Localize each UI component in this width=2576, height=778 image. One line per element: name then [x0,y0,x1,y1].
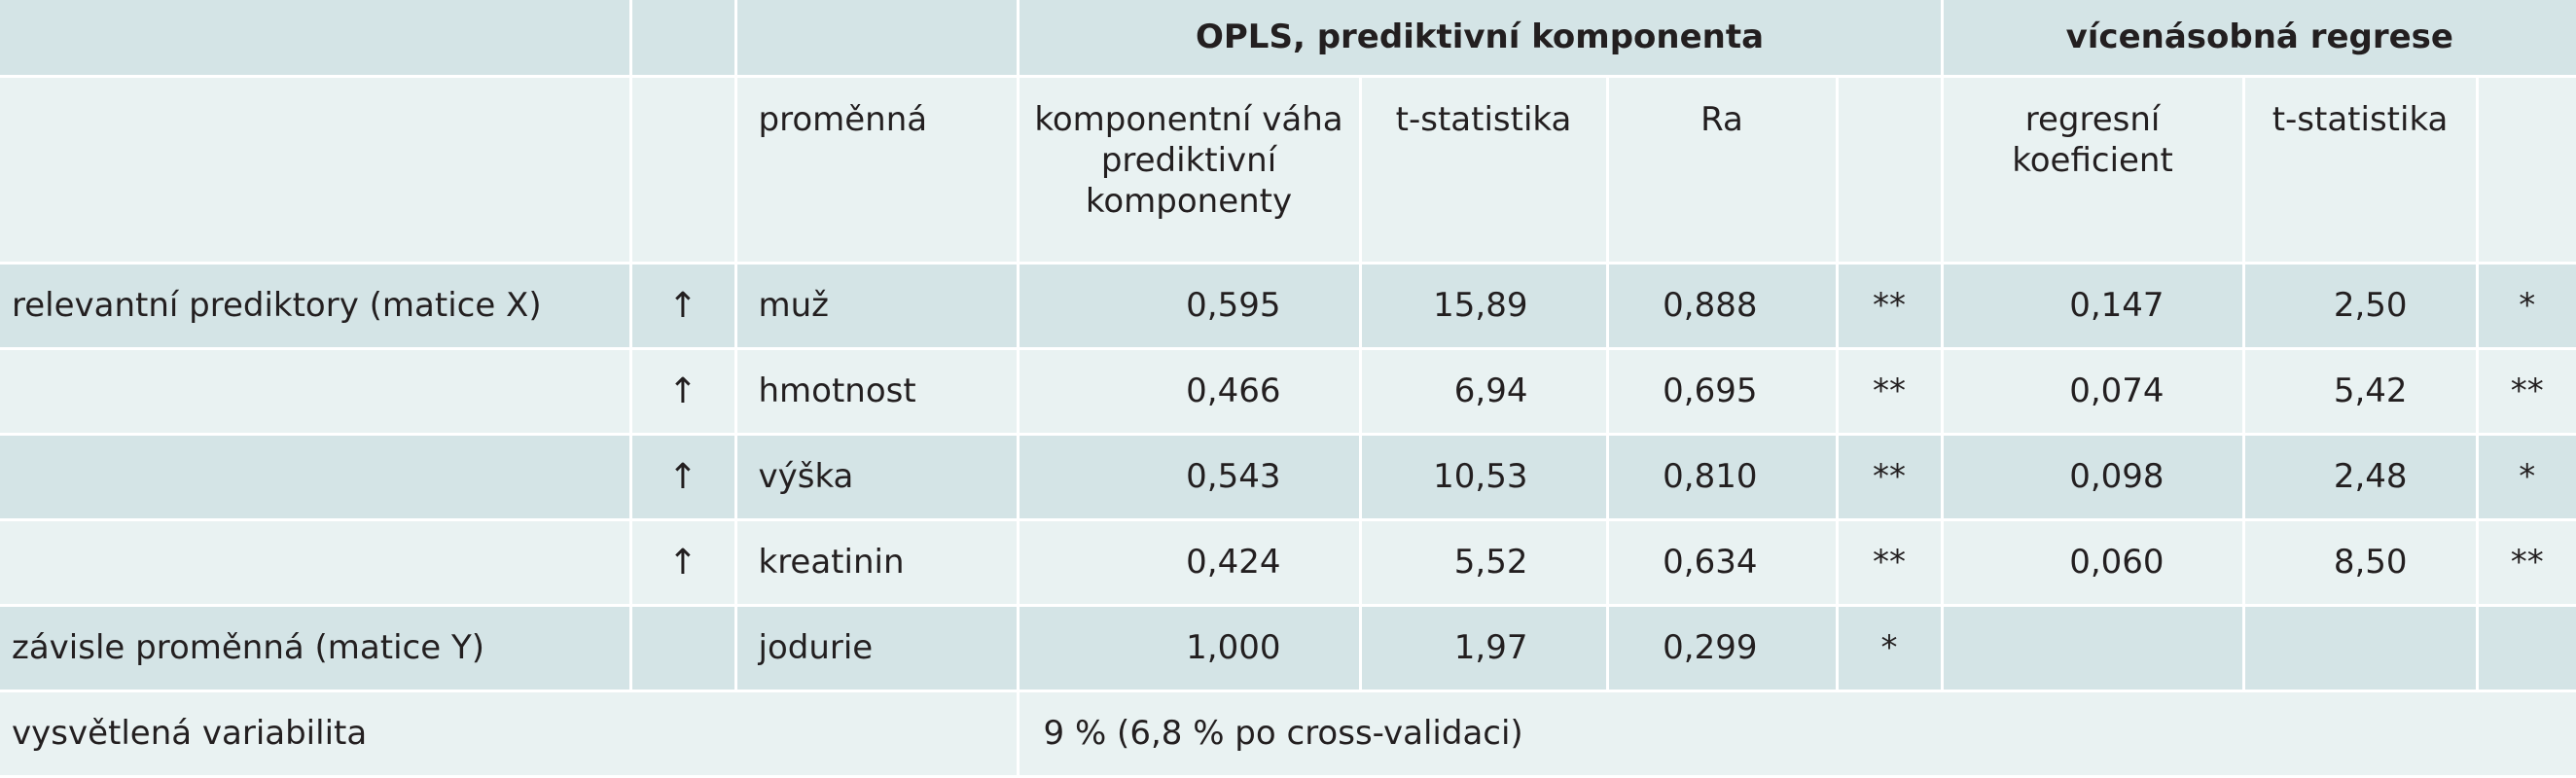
header-row: OPLS, prediktivní komponenta vícenásobná… [0,0,2576,78]
group-label [0,519,632,607]
weight-value: 0,424 [1018,519,1362,607]
weight-value: 0,595 [1018,263,1362,350]
opls-significance: ** [1837,434,1944,521]
variable-name: výška [735,434,1020,521]
t-reg-value: 8,50 [2243,519,2479,607]
explained-variability-value: 9 % (6,8 % po cross-validaci) [1018,690,2576,778]
opls-header: OPLS, prediktivní komponenta [1018,0,1944,78]
t-stat-reg-header: t-statistika [2243,76,2479,265]
table-row: závisle proměnná (matice Y) jodurie 1,00… [0,605,2576,692]
coef-value: 0,098 [1942,434,2245,521]
t-reg-value: 2,48 [2243,434,2479,521]
opls-significance: * [1837,605,1944,692]
variable-name: muž [735,263,1020,350]
reg-significance: ** [2477,348,2576,436]
ra-header: Ra [1607,76,1839,265]
weight-value: 0,466 [1018,348,1362,436]
up-arrow-icon: ↑ [630,348,737,436]
regression-header: vícenásobná regrese [1942,0,2576,78]
opls-significance: ** [1837,519,1944,607]
reg-coef-header: regresní koeficient [1942,76,2245,265]
reg-significance: * [2477,434,2576,521]
ra-value: 0,299 [1607,605,1839,692]
group-label: relevantní prediktory (matice X) [0,263,632,350]
table-row: ↑ hmotnost 0,466 6,94 0,695 ** 0,074 5,4… [0,348,2576,436]
reg-significance [2477,605,2576,692]
t-reg-value [2243,605,2479,692]
up-arrow-icon: ↑ [630,263,737,350]
t-opls-value: 10,53 [1360,434,1609,521]
group-label [0,348,632,436]
group-label [0,434,632,521]
table-row: ↑ výška 0,543 10,53 0,810 ** 0,098 2,48 … [0,434,2576,521]
table-row: ↑ kreatinin 0,424 5,52 0,634 ** 0,060 8,… [0,519,2576,607]
up-arrow-icon: ↑ [630,519,737,607]
group-label: závisle proměnná (matice Y) [0,605,632,692]
coef-value [1942,605,2245,692]
variable-name: kreatinin [735,519,1020,607]
component-weight-header: komponentní váha prediktivní komponenty [1018,76,1362,265]
weight-value: 1,000 [1018,605,1362,692]
footer-row: vysvětlená variabilita 9 % (6,8 % po cro… [0,690,2576,778]
t-reg-value: 2,50 [2243,263,2479,350]
weight-value: 0,543 [1018,434,1362,521]
reg-significance: * [2477,263,2576,350]
coef-value: 0,147 [1942,263,2245,350]
t-opls-value: 5,52 [1360,519,1609,607]
coef-value: 0,074 [1942,348,2245,436]
t-reg-value: 5,42 [2243,348,2479,436]
opls-significance: ** [1837,263,1944,350]
ra-value: 0,810 [1607,434,1839,521]
t-opls-value: 6,94 [1360,348,1609,436]
up-arrow-icon: ↑ [630,434,737,521]
variable-column-header: proměnná [735,76,1020,265]
ra-value: 0,695 [1607,348,1839,436]
variable-name: jodurie [735,605,1020,692]
subheader-row: proměnná komponentní váha prediktivní ko… [0,76,2576,265]
coef-value: 0,060 [1942,519,2245,607]
t-opls-value: 15,89 [1360,263,1609,350]
reg-significance: ** [2477,519,2576,607]
t-opls-value: 1,97 [1360,605,1609,692]
table-row: relevantní prediktory (matice X) ↑ muž 0… [0,263,2576,350]
opls-significance: ** [1837,348,1944,436]
arrow-cell [630,605,737,692]
ra-value: 0,888 [1607,263,1839,350]
explained-variability-label: vysvětlená variabilita [0,690,1020,778]
ra-value: 0,634 [1607,519,1839,607]
variable-name: hmotnost [735,348,1020,436]
t-stat-opls-header: t-statistika [1360,76,1609,265]
